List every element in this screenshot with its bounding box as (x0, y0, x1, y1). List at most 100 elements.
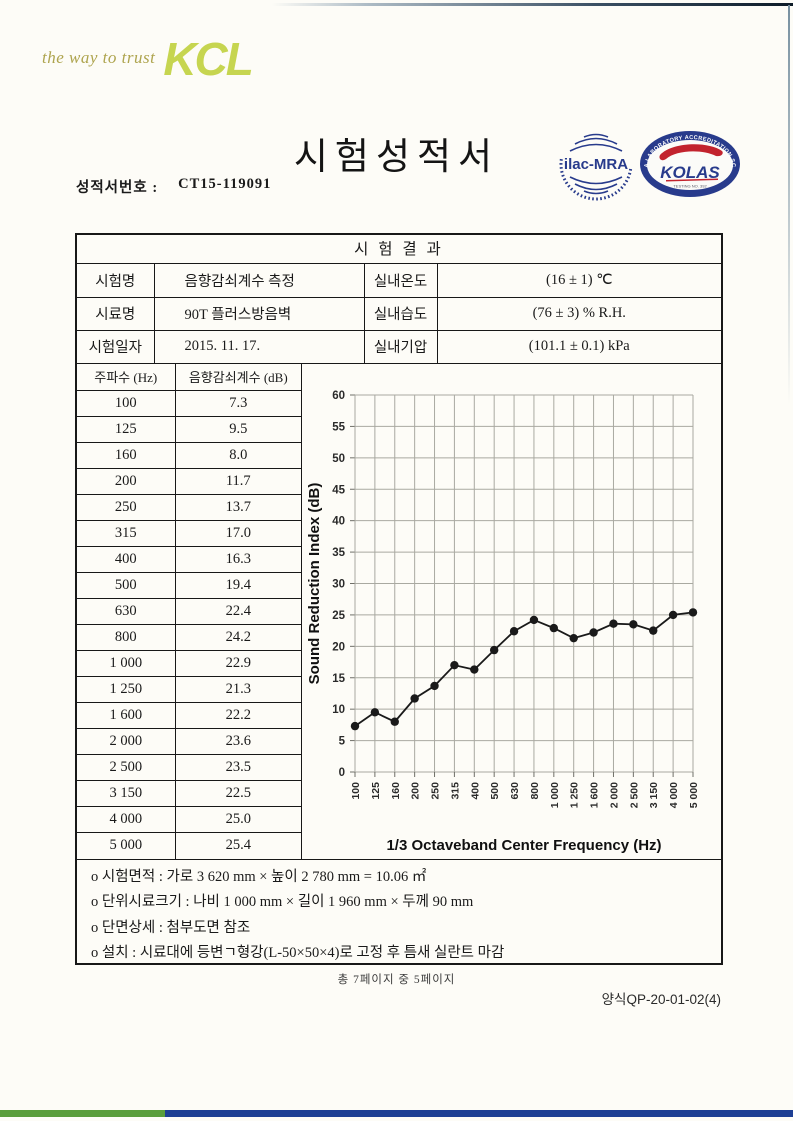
table-cell: 100 (77, 390, 176, 417)
svg-text:160: 160 (390, 781, 402, 799)
table-cell: 400 (77, 546, 176, 573)
frequency-table: 주파수 (Hz) 음향감쇠계수 (dB) 100 7.3 125 9.5 160 8.0 2… (77, 363, 301, 859)
table-row: 2 000 23.6 (77, 728, 301, 755)
info-value: (101.1 ± 0.1) kPa (436, 329, 721, 364)
test-info-table: 시험명 음향감쇠계수 측정 실내온도 (16 ± 1) ℃ 시료명 90T 플러… (77, 264, 721, 364)
table-cell: 13.7 (175, 494, 301, 521)
svg-text:20: 20 (332, 641, 345, 653)
footer-bar-green (0, 1110, 165, 1117)
results-box: 시 험 결 과 시험명 음향감쇠계수 측정 실내온도 (16 ± 1) ℃ 시료… (75, 233, 723, 965)
table-cell: 22.9 (175, 650, 301, 677)
table-row: 250 13.7 (77, 494, 301, 521)
kolas-seal-icon: KOREA LABORATORY ACCREDITATION SCHEME KO… (638, 129, 740, 197)
kcl-logo: the way to trust KCL (42, 33, 254, 85)
svg-text:55: 55 (332, 421, 345, 433)
table-cell: 25.0 (175, 806, 301, 833)
svg-text:30: 30 (332, 578, 345, 590)
svg-text:630: 630 (509, 781, 521, 799)
info-value: 90T 플러스방음벽 (153, 296, 365, 331)
table-cell: 200 (77, 468, 176, 495)
table-cell: 5 000 (77, 832, 176, 859)
svg-text:5 000: 5 000 (688, 781, 700, 807)
table-row: 500 19.4 (77, 572, 301, 599)
info-value: (76 ± 3) % R.H. (436, 296, 721, 331)
table-cell: 2 500 (77, 754, 176, 781)
line-chart: 0 5 10 15 20 25 30 35 40 45 50 55 60 100 125 160 200 250 3… (306, 390, 700, 854)
table-cell: 125 (77, 416, 176, 443)
svg-text:125: 125 (370, 781, 382, 799)
info-label: 시험명 (77, 264, 155, 298)
table-cell: 315 (77, 520, 176, 547)
table-row: 315 17.0 (77, 520, 301, 547)
info-value: 2015. 11. 17. (153, 329, 365, 364)
svg-text:1/3 Octaveband Center Frequenc: 1/3 Octaveband Center Frequency (Hz) (386, 837, 661, 854)
notes-section: o 시험면적 : 가로 3 620 mm × 높이 2 780 mm = 10.… (77, 858, 721, 967)
table-row: 100 7.3 (77, 390, 301, 417)
report-number-value: CT15-119091 (178, 176, 272, 192)
svg-text:315: 315 (449, 781, 461, 799)
table-cell: 250 (77, 494, 176, 521)
info-label: 시험일자 (77, 329, 155, 364)
form-number: 양식QP-20-01-02(4) (601, 992, 721, 1007)
report-number: 성적서번호 : CT15-119091 (76, 176, 271, 197)
table-row: 시험명 음향감쇠계수 측정 실내온도 (16 ± 1) ℃ (77, 264, 721, 298)
info-value: (16 ± 1) ℃ (436, 264, 721, 298)
info-label: 실내습도 (363, 296, 438, 331)
table-cell: 22.4 (175, 598, 301, 625)
table-row: 1 250 21.3 (77, 676, 301, 703)
svg-text:25: 25 (332, 609, 345, 621)
scan-top-edge-line (272, 3, 793, 6)
table-row: 400 16.3 (77, 546, 301, 573)
table-cell: 8.0 (175, 442, 301, 469)
svg-text:3 150: 3 150 (648, 781, 660, 807)
table-row: 125 9.5 (77, 416, 301, 443)
svg-text:250: 250 (430, 781, 442, 799)
svg-text:35: 35 (332, 547, 345, 559)
table-cell: 19.4 (175, 572, 301, 599)
svg-text:4 000: 4 000 (668, 781, 680, 807)
table-cell: 24.2 (175, 624, 301, 651)
results-header: 시 험 결 과 (77, 235, 721, 264)
svg-text:5: 5 (339, 735, 346, 747)
svg-text:ilac-MRA: ilac-MRA (564, 156, 628, 173)
kcl-logo-text: KCL (163, 33, 254, 85)
column-header-value: 음향감쇠계수 (dB) (175, 363, 301, 391)
svg-text:TESTING NO. 392: TESTING NO. 392 (673, 184, 707, 189)
svg-text:0: 0 (339, 767, 345, 779)
svg-text:40: 40 (332, 515, 345, 527)
svg-text:1 250: 1 250 (569, 781, 581, 807)
scan-right-edge-line (788, 5, 790, 405)
logo-tagline: the way to trust (42, 48, 156, 67)
table-cell: 500 (77, 572, 176, 599)
table-cell: 1 600 (77, 702, 176, 729)
column-header-frequency: 주파수 (Hz) (77, 363, 176, 391)
table-row: 800 24.2 (77, 624, 301, 651)
table-cell: 21.3 (175, 676, 301, 703)
svg-text:200: 200 (410, 781, 422, 799)
svg-text:50: 50 (332, 452, 345, 464)
table-cell: 23.6 (175, 728, 301, 755)
svg-text:2 500: 2 500 (628, 781, 640, 807)
table-row: 160 8.0 (77, 442, 301, 469)
svg-text:2 000: 2 000 (608, 781, 620, 807)
page-title: 시험성적서 (293, 137, 500, 178)
table-cell: 3 150 (77, 780, 176, 807)
table-row: 4 000 25.0 (77, 806, 301, 833)
table-cell: 16.3 (175, 546, 301, 573)
note-line: o 단면상세 : 첨부도면 참조 (91, 919, 251, 936)
table-cell: 25.4 (225, 837, 251, 854)
table-cell: 4 000 (77, 806, 176, 833)
accreditation-seals: ilac-MRA KOREA LABORATORY ACCREDITATION … (556, 124, 742, 204)
table-cell: 2 000 (77, 728, 176, 755)
page-indicator: 총 7페이지 중 5페이지 (337, 974, 456, 986)
table-cell: 630 (77, 598, 176, 625)
svg-text:500: 500 (489, 781, 501, 799)
footer-color-bar (0, 1110, 793, 1117)
footer-bar-navy (165, 1110, 793, 1117)
table-row: 시료명 90T 플러스방음벽 실내습도 (76 ± 3) % R.H. (77, 296, 721, 331)
svg-text:1 000: 1 000 (549, 781, 561, 807)
svg-text:Sound Reduction Index (dB): Sound Reduction Index (dB) (306, 482, 323, 684)
table-cell: 11.7 (175, 468, 301, 495)
note-line: o 단위시료크기 : 나비 1 000 mm × 길이 1 960 mm × 두… (91, 894, 474, 910)
